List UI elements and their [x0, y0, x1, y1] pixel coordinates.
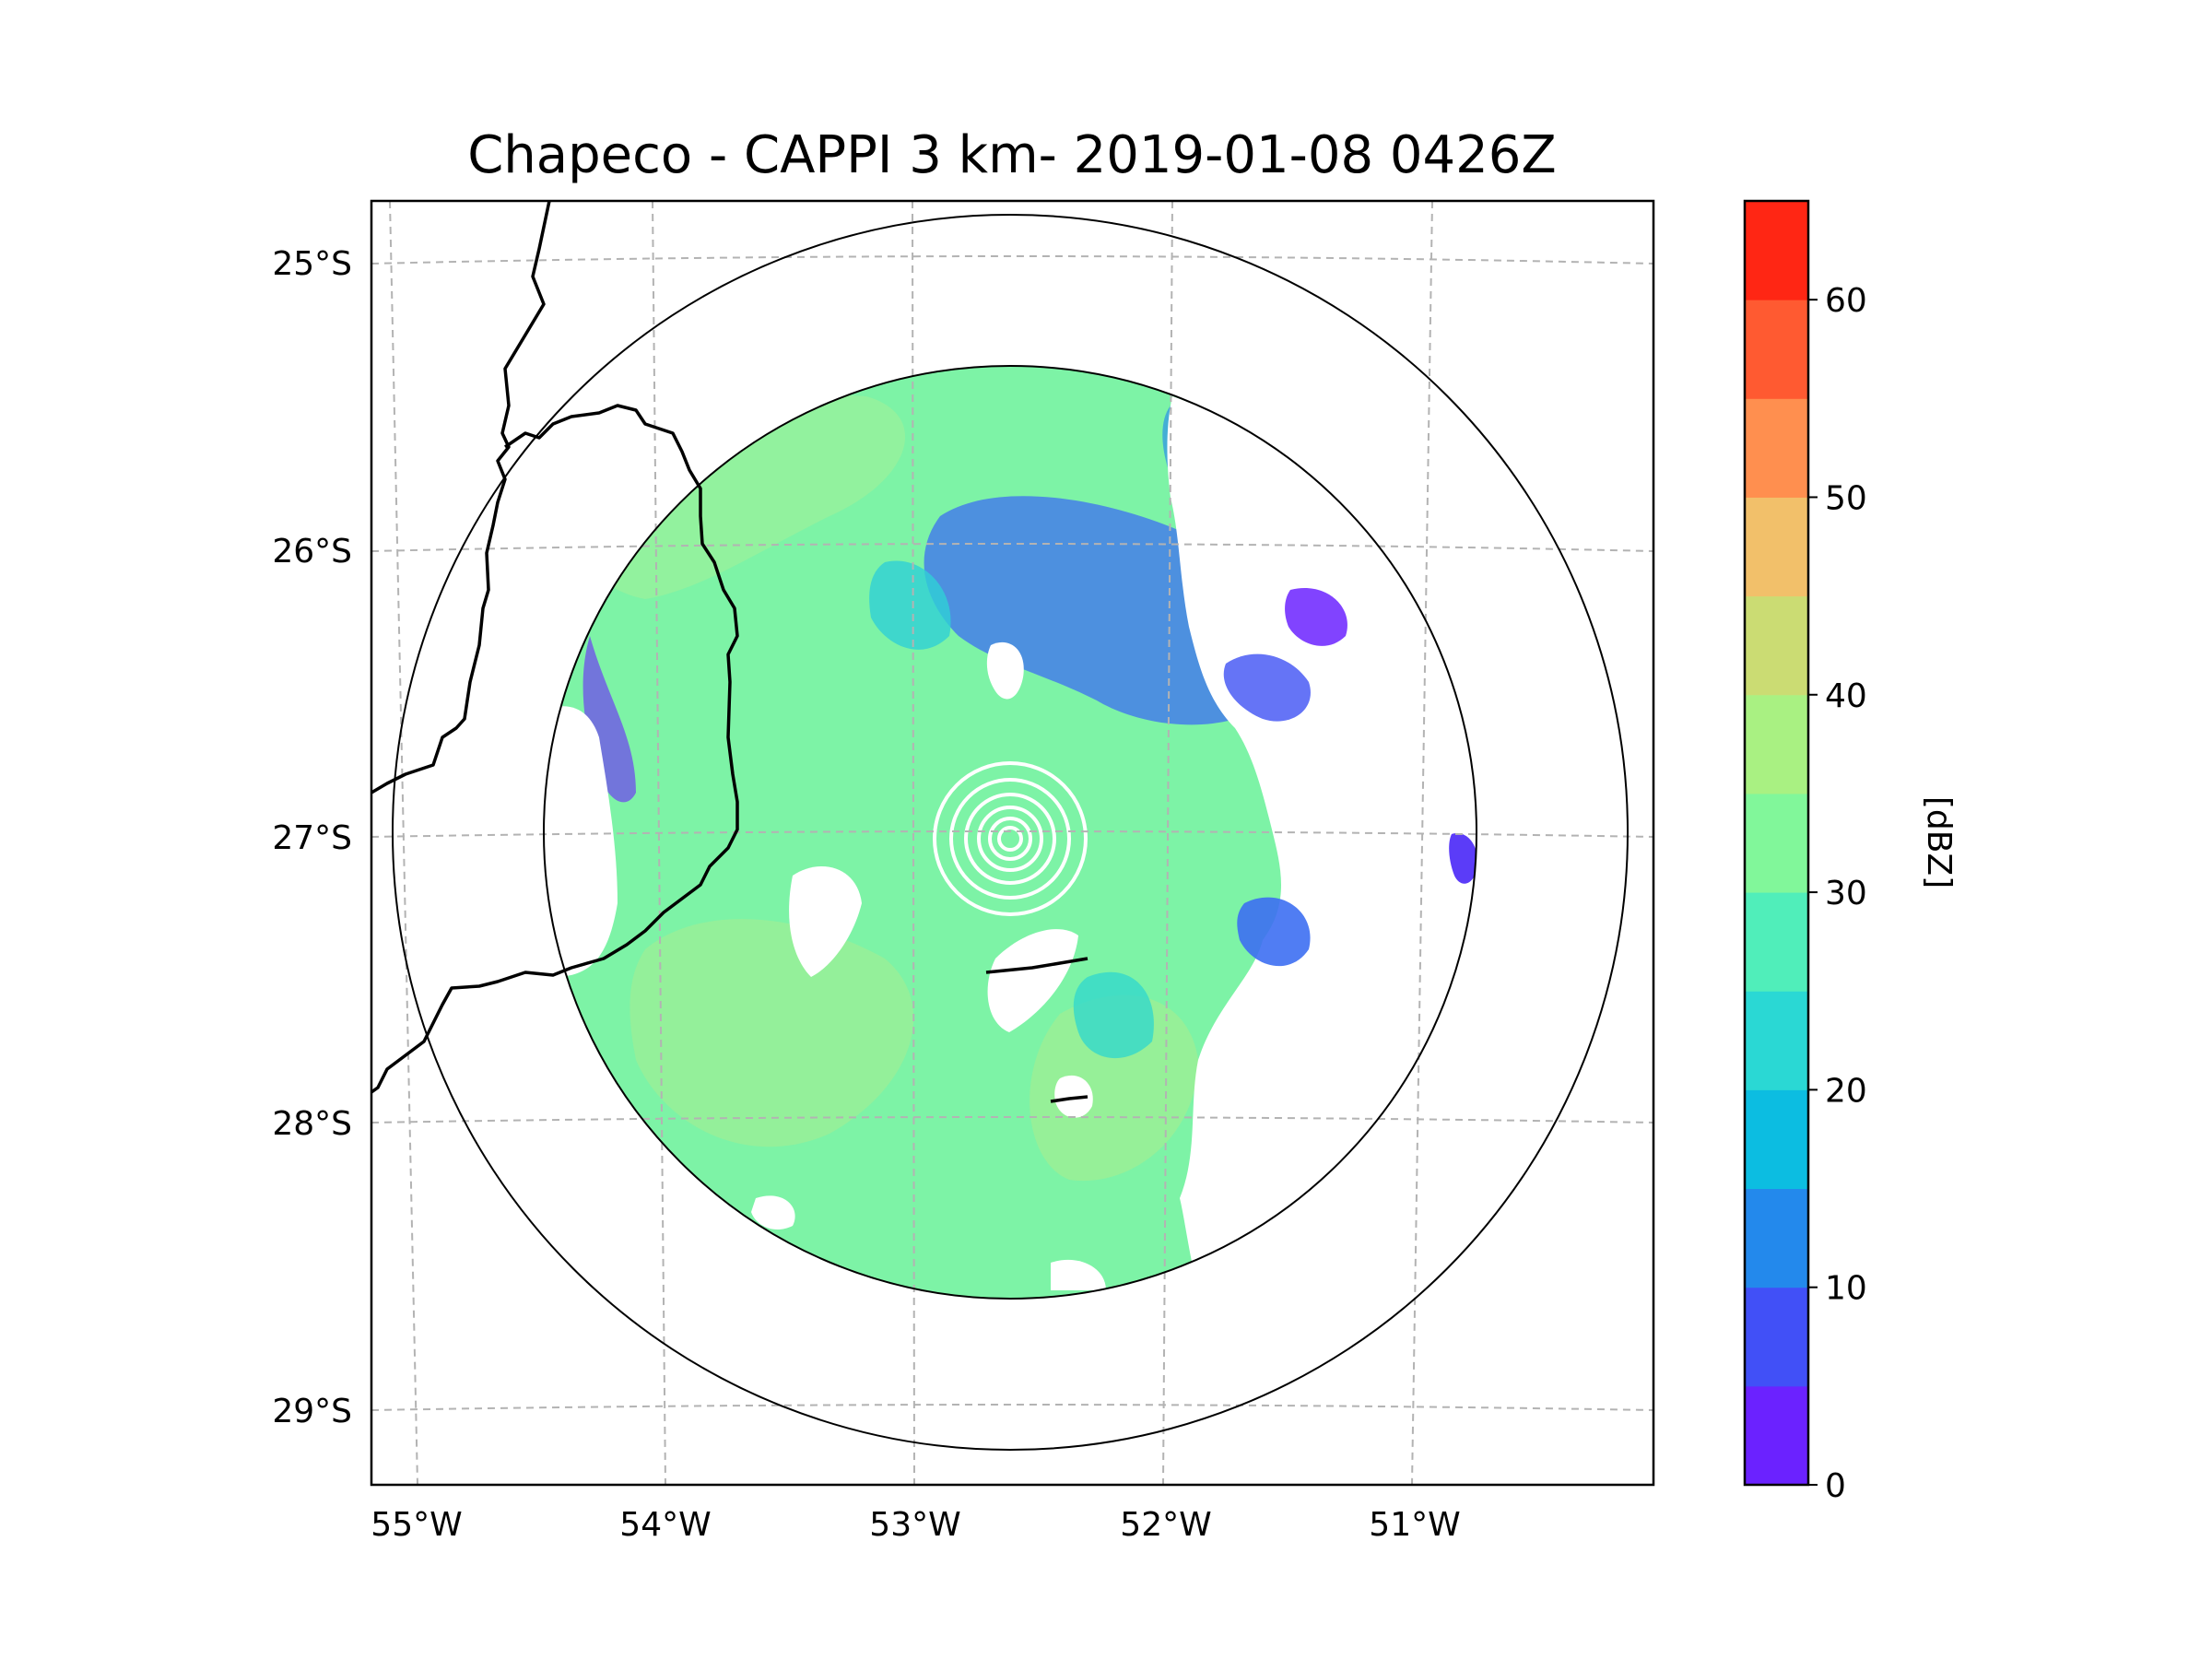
- border-line: [985, 957, 1088, 974]
- echo-moderate-zone: [1073, 971, 1154, 1059]
- gridline-lon-55: [389, 201, 418, 1485]
- border-line: [371, 404, 739, 1094]
- border-line: [371, 201, 551, 794]
- lat-label: 28°S: [272, 1105, 352, 1143]
- colorbar-segment: [1745, 300, 1808, 399]
- echo-moderate-zone: [869, 560, 951, 650]
- colorbar-tick-label: 0: [1825, 1467, 1846, 1505]
- colorbar-segment: [1745, 595, 1808, 696]
- no-echo-hole: [986, 641, 1024, 700]
- lat-label: 25°S: [272, 245, 352, 283]
- map-frame: [370, 199, 1655, 1487]
- colorbar-segment: [1745, 793, 1808, 893]
- no-echo-hole: [789, 866, 862, 977]
- colorbar-segment: [1745, 991, 1808, 1090]
- lon-label: 51°W: [1369, 1506, 1460, 1544]
- chart-title: Chapeco - CAPPI 3 km- 2019-01-08 0426Z: [467, 125, 1557, 185]
- colorbar-segment: [1745, 1089, 1808, 1190]
- colorbar-tick-label: 30: [1825, 875, 1867, 912]
- colorbar-tick-label: 50: [1825, 479, 1867, 517]
- range-ring-outer: [392, 214, 1629, 1451]
- center-clutter-rings: [933, 761, 1088, 916]
- no-echo-hole: [1051, 1259, 1106, 1290]
- echo-fragment: [1223, 653, 1311, 722]
- gridline-lat-26: [371, 543, 1653, 552]
- gridline-lat-27: [371, 830, 1653, 838]
- gridline-lat-29: [371, 1404, 1653, 1411]
- colorbar-segments: [1745, 201, 1808, 1486]
- echo-fragment: [1237, 897, 1311, 967]
- political-borders: [371, 201, 1088, 1103]
- colorbar-frame: [1743, 199, 1810, 1487]
- map-panel: [371, 201, 1653, 1485]
- echo-fragment: [1285, 588, 1347, 646]
- no-echo-region: [544, 706, 618, 977]
- lon-label: 52°W: [1120, 1506, 1211, 1544]
- gridline-lat-28: [371, 1116, 1653, 1124]
- colorbar-label: [dBZ]: [1920, 796, 1958, 888]
- lat-axis-labels: 25°S 26°S 27°S 28°S 29°S: [272, 245, 352, 1430]
- colorbar-segment: [1745, 694, 1808, 794]
- lon-label: 53°W: [869, 1506, 960, 1544]
- colorbar-tick-label: 40: [1825, 677, 1867, 715]
- lon-label: 54°W: [619, 1506, 711, 1544]
- border-line: [1050, 1095, 1088, 1103]
- colorbar-segment: [1745, 398, 1808, 498]
- colorbar-tick-label: 10: [1825, 1270, 1867, 1308]
- no-echo-region: [1167, 396, 1475, 1290]
- gridlines: [371, 201, 1653, 1485]
- colorbar-segment: [1745, 1188, 1808, 1288]
- colorbar-segment: [1745, 892, 1808, 992]
- colorbar-tick-label: 20: [1825, 1072, 1867, 1110]
- colorbar-segment: [1745, 1287, 1808, 1387]
- echo-light-zone: [1030, 994, 1198, 1182]
- colorbar: 0 10 20 30 40 50 60 [dBZ]: [1743, 199, 1958, 1505]
- lon-label: 55°W: [371, 1506, 462, 1544]
- lon-axis-labels: 55°W 54°W 53°W 52°W 51°W: [371, 1506, 1460, 1544]
- lat-label: 26°S: [272, 533, 352, 571]
- colorbar-ticks: 0 10 20 30 40 50 60: [1808, 282, 1867, 1505]
- no-echo-hole: [987, 929, 1078, 1032]
- lat-label: 27°S: [272, 819, 352, 857]
- echo-fragment: [1449, 833, 1477, 884]
- colorbar-segment: [1745, 1385, 1808, 1486]
- gridline-lat-25: [371, 255, 1653, 265]
- colorbar-segment: [1745, 497, 1808, 597]
- no-echo-hole: [751, 1195, 795, 1230]
- colorbar-segment: [1745, 201, 1808, 300]
- echo-light-zone: [629, 919, 914, 1147]
- range-ring-inner: [543, 365, 1477, 1300]
- lat-label: 29°S: [272, 1393, 352, 1430]
- colorbar-tick-label: 60: [1825, 282, 1867, 320]
